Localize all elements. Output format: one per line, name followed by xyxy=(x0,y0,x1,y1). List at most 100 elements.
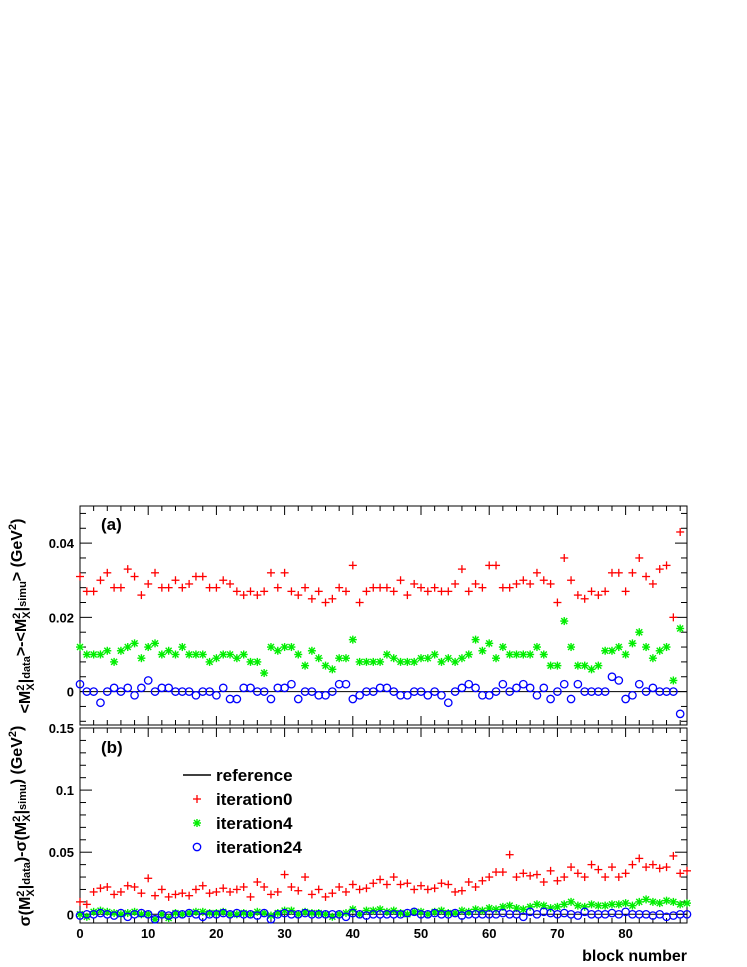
iteration0-point xyxy=(137,591,146,600)
iteration4-point xyxy=(307,646,316,655)
iteration0-point xyxy=(151,568,160,577)
iteration4-point xyxy=(614,900,623,909)
panel-b: 0 10 20 30 40 50 60 70 80 0 0.05 0.1 0.15 (b) σ(M2X|… xyxy=(7,721,692,941)
iteration24-point xyxy=(403,690,412,700)
iteration4-point xyxy=(519,650,528,659)
iteration0-point xyxy=(451,887,460,896)
iteration0-point xyxy=(389,587,398,596)
iteration0-point xyxy=(403,591,412,600)
x-tick-label: 0 xyxy=(76,926,83,941)
legend-label-iteration4: iteration4 xyxy=(216,814,293,833)
iteration0-point xyxy=(171,576,180,585)
iteration4-point xyxy=(266,643,275,652)
iteration0-point xyxy=(253,878,262,887)
iteration0-point xyxy=(376,875,385,884)
iteration0-point xyxy=(355,598,364,607)
iteration4-point xyxy=(669,897,678,906)
iteration0-point xyxy=(376,583,385,592)
iteration24-point xyxy=(621,694,630,704)
iteration24-point xyxy=(573,911,583,920)
iteration0-point xyxy=(226,579,235,588)
iteration0-point xyxy=(130,572,139,581)
iteration0-point xyxy=(457,565,466,574)
iteration0-point xyxy=(191,885,200,894)
iteration0-point xyxy=(212,583,221,592)
iteration4-point xyxy=(253,657,262,666)
iteration0-point xyxy=(287,587,296,596)
iteration24-point xyxy=(430,687,440,696)
iteration0-point xyxy=(382,583,391,592)
iteration0-point xyxy=(587,860,596,869)
iteration0-point xyxy=(519,869,528,878)
iteration4-point xyxy=(648,897,657,906)
iteration0-point xyxy=(123,565,132,574)
iteration0-point xyxy=(642,572,651,581)
iteration0-point xyxy=(96,884,105,893)
panel-a-tag: (a) xyxy=(101,515,122,534)
iteration0-point xyxy=(144,579,153,588)
iteration0-point xyxy=(396,576,405,585)
iteration4-point xyxy=(144,910,153,919)
iteration24-point xyxy=(143,676,153,685)
iteration4-point xyxy=(341,654,350,663)
iteration4-point xyxy=(635,897,644,906)
iteration24-point xyxy=(614,676,624,685)
iteration0-point xyxy=(396,880,405,889)
iteration0-point xyxy=(314,587,323,596)
iteration4-point xyxy=(683,899,691,908)
iteration24-point xyxy=(212,690,221,700)
panel-a-marks xyxy=(75,527,685,719)
iteration24-point xyxy=(321,690,330,700)
panel-a: 0 0.02 0.04 (a) <M2X|data>-<M2X|simu> (GeV… xyxy=(7,505,688,726)
iteration0-point xyxy=(614,873,623,882)
iteration0-point xyxy=(423,587,432,596)
iteration4-point xyxy=(532,900,541,909)
iteration0-point xyxy=(546,579,555,588)
iteration0-point xyxy=(232,885,241,894)
iteration0-point xyxy=(96,576,105,585)
iteration0-point xyxy=(389,873,398,882)
iteration4-point xyxy=(260,909,269,918)
iteration4-point xyxy=(185,650,194,659)
iteration4-point xyxy=(157,650,166,659)
iteration4-point xyxy=(464,650,473,659)
iteration0-point xyxy=(301,873,310,882)
iteration24-point xyxy=(607,908,617,918)
iteration4-point xyxy=(376,657,385,666)
iteration0-point xyxy=(82,900,91,909)
iteration0-point xyxy=(573,591,582,600)
iteration24-point xyxy=(293,694,303,704)
iteration4-point xyxy=(103,646,112,655)
iteration0-point xyxy=(253,591,262,600)
iteration4-point xyxy=(642,895,651,904)
iteration24-point xyxy=(341,679,351,689)
y-tick-label: 0.02 xyxy=(49,610,74,625)
iteration24-point xyxy=(123,683,133,693)
iteration24-point xyxy=(546,694,555,704)
x-tick-label: 40 xyxy=(346,926,360,941)
iteration0-point xyxy=(478,876,487,885)
iteration0-point xyxy=(676,869,685,878)
iteration4-point xyxy=(410,657,419,666)
iteration4-point xyxy=(157,910,166,919)
iteration24-point xyxy=(246,683,255,693)
iteration24-point xyxy=(628,690,637,700)
iteration0-point xyxy=(294,886,303,895)
panel-a-ylabel: <M2X|data>-<M2X|simu> (GeV2) xyxy=(7,519,37,714)
iteration24-point xyxy=(109,683,119,693)
iteration4-point xyxy=(587,665,596,674)
iteration0-point xyxy=(601,587,610,596)
iteration24-point xyxy=(368,687,378,696)
iteration0-point xyxy=(362,587,371,596)
y-tick-label: 0.15 xyxy=(49,721,74,736)
y-tick-label: 0.04 xyxy=(49,536,75,551)
iteration0-point xyxy=(151,891,160,900)
panel-b-ticks: 0 10 20 30 40 50 60 70 80 0 0.05 0.1 0.15 xyxy=(49,721,687,941)
y-tick-label: 0.05 xyxy=(49,845,74,860)
iteration4-point xyxy=(96,650,105,659)
iteration24-point xyxy=(450,687,460,696)
iteration0-point xyxy=(430,583,439,592)
iteration24-point xyxy=(75,679,85,689)
iteration24-point xyxy=(525,683,535,693)
